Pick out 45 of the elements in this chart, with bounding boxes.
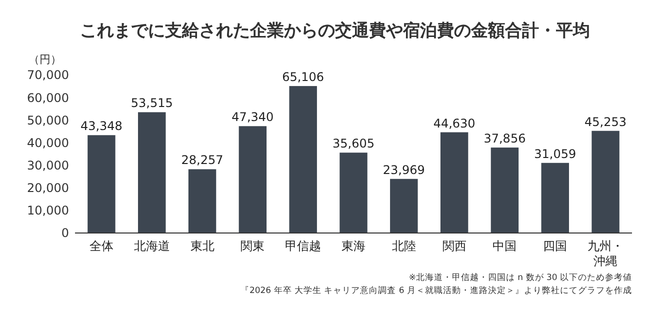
x-tick-label: 北海道: [134, 239, 170, 253]
y-tick-label: 20,000: [27, 181, 69, 196]
bar: [541, 162, 569, 233]
x-tick-label: 東北: [190, 239, 214, 253]
y-tick-label: 30,000: [27, 158, 69, 172]
bar: [390, 178, 418, 233]
y-tick-label: 40,000: [27, 136, 69, 150]
y-tick-label: 0: [61, 226, 69, 240]
data-label: 37,856: [484, 132, 526, 146]
bar: [592, 130, 620, 233]
bar: [289, 86, 317, 233]
bar: [138, 112, 166, 233]
y-axis-title: （円）: [28, 53, 62, 66]
data-label: 28,257: [181, 153, 224, 168]
bar: [88, 135, 116, 233]
x-tick-label: 中国: [492, 239, 517, 253]
data-label: 47,340: [232, 110, 274, 124]
x-tick-label: 九州・沖縄: [588, 239, 624, 268]
x-tick-label: 甲信越: [285, 239, 322, 253]
text: 『2026 年卒 大学生 キャリア意向調査 6 月＜就職活動・進路決定＞』より弊社にてグラフを作成: [240, 285, 632, 296]
text: ※北海道・甲信越・四国は n 数が 30 以下のため参考値: [408, 272, 632, 283]
bar: [440, 132, 468, 233]
data-label: 53,515: [130, 96, 173, 110]
data-label: 43,348: [80, 119, 122, 134]
x-tick-label: 全体: [89, 239, 114, 253]
data-label: 31,059: [534, 146, 576, 161]
bar: [490, 148, 519, 233]
data-label: 23,969: [382, 162, 425, 177]
y-tick-label: 70,000: [27, 68, 69, 82]
data-label: 45,253: [584, 114, 627, 129]
bar: [188, 169, 216, 233]
y-tick-label: 50,000: [27, 113, 69, 128]
bar: [238, 126, 267, 233]
data-label: 65,106: [282, 70, 324, 84]
data-label: 44,630: [433, 116, 476, 130]
bar: [340, 152, 368, 233]
x-tick-label: 四国: [543, 239, 568, 253]
x-tick-label: 北陸: [392, 239, 416, 253]
data-label: 35,605: [332, 136, 374, 151]
x-tick-label: 関西: [442, 239, 466, 253]
x-tick-label: 東海: [342, 239, 366, 253]
chart-title: これまでに支給された企業からの交通費や宿泊費の金額合計・平均: [80, 21, 590, 41]
y-tick-label: 10,000: [27, 204, 69, 218]
x-tick-label: 関東: [240, 239, 265, 253]
y-tick-label: 60,000: [27, 90, 69, 105]
